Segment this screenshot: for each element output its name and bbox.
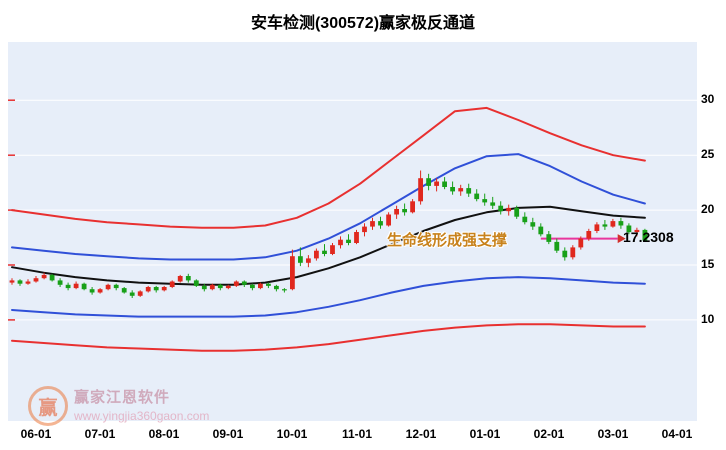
page-title: 安车检测(300572)赢家极反通道 [250,15,476,32]
current-price-label: 17.2308 [623,229,674,245]
x-tick-label: 09-01 [212,427,244,441]
support-annotation: 生命线形成强支撑 [387,232,508,249]
x-tick-label: 01-01 [469,427,501,441]
y-tick-label: 15 [701,257,715,271]
x-tick-label: 07-01 [84,427,116,441]
y-tick-label: 10 [701,312,715,326]
plot-background [8,42,697,421]
watermark-logo-icon: 赢 [28,386,68,426]
x-tick-label: 06-01 [20,427,52,441]
x-tick-label: 11-01 [341,427,373,441]
y-tick-label: 30 [701,92,715,106]
x-tick-label: 10-01 [276,427,308,441]
watermark: 赢 赢家江恩软件 www.yingjia360gaon.com [28,386,209,426]
watermark-brand: 赢家江恩软件 [74,389,171,406]
x-tick-label: 03-01 [597,427,629,441]
x-tick-label: 04-01 [661,427,693,441]
y-tick-label: 20 [701,202,715,216]
watermark-url: www.yingjia360gaon.com [74,409,210,423]
x-tick-label: 08-01 [148,427,180,441]
x-tick-label: 02-01 [533,427,565,441]
y-tick-label: 25 [701,147,715,161]
x-tick-label: 12-01 [405,427,437,441]
